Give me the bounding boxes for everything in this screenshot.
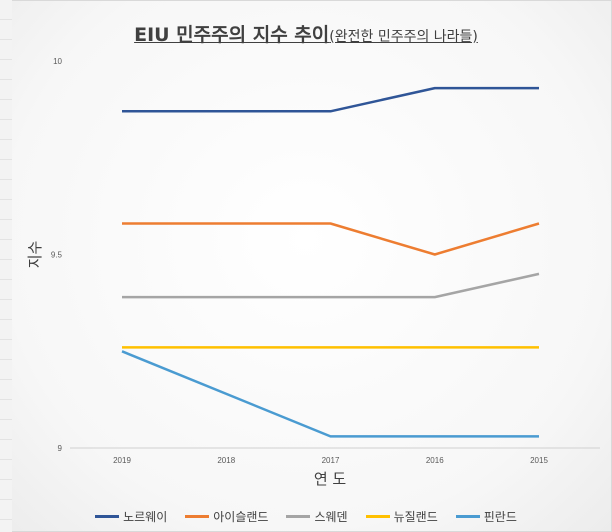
- chart-subtitle: (완전한 민주주의 나라들): [329, 29, 478, 45]
- legend-item: 노르웨이: [95, 508, 167, 525]
- legend-item: 스웨덴: [286, 508, 348, 525]
- x-tick-label: 2018: [217, 456, 235, 465]
- series-line-1: [122, 86, 539, 113]
- legend-label: 노르웨이: [123, 509, 168, 524]
- y-tick-label: 9: [58, 444, 63, 453]
- x-tick-label: 2019: [113, 456, 131, 465]
- x-tick-label: 2015: [530, 456, 548, 465]
- series-line-2: [122, 222, 540, 256]
- chart-title-block: EIU 민주주의 지수 추이(완전한 민주주의 나라들): [0, 20, 612, 47]
- chart-title: EIU 민주주의 지수 추이: [134, 24, 330, 46]
- series-line-3: [122, 272, 540, 299]
- x-tick-label: 2017: [322, 456, 340, 465]
- x-axis-title: 연 도: [314, 470, 347, 488]
- y-axis-title: 지수: [26, 241, 44, 269]
- legend-item: 핀란드: [455, 508, 517, 525]
- sheet-row-margin: [0, 0, 12, 532]
- legend-swatch: [455, 514, 480, 518]
- x-tick-label: 2016: [426, 456, 444, 465]
- legend-swatch: [365, 514, 390, 518]
- y-tick-label: 10: [53, 57, 62, 66]
- legend-label: 아이슬랜드: [213, 509, 269, 524]
- legend-swatch: [185, 514, 210, 518]
- legend-item: 아이슬랜드: [185, 508, 268, 525]
- y-axis-ticks: 9 9.5 10: [51, 57, 63, 453]
- legend-label: 뉴질랜드: [393, 509, 438, 524]
- legend-item: 뉴질랜드: [365, 508, 438, 525]
- legend-label: 핀란드: [483, 509, 517, 524]
- legend-swatch: [286, 514, 311, 518]
- series-lines: [121, 86, 540, 438]
- y-tick-label: 9.5: [51, 251, 63, 260]
- legend: 노르웨이 아이슬랜드 스웨덴 뉴질랜드 핀란드: [0, 506, 612, 526]
- legend-swatch: [95, 514, 120, 518]
- legend-label: 스웨덴: [314, 509, 348, 524]
- series-line-5: [121, 350, 539, 438]
- x-axis-ticks: 2019 2018 2017 2016 2015: [113, 456, 548, 465]
